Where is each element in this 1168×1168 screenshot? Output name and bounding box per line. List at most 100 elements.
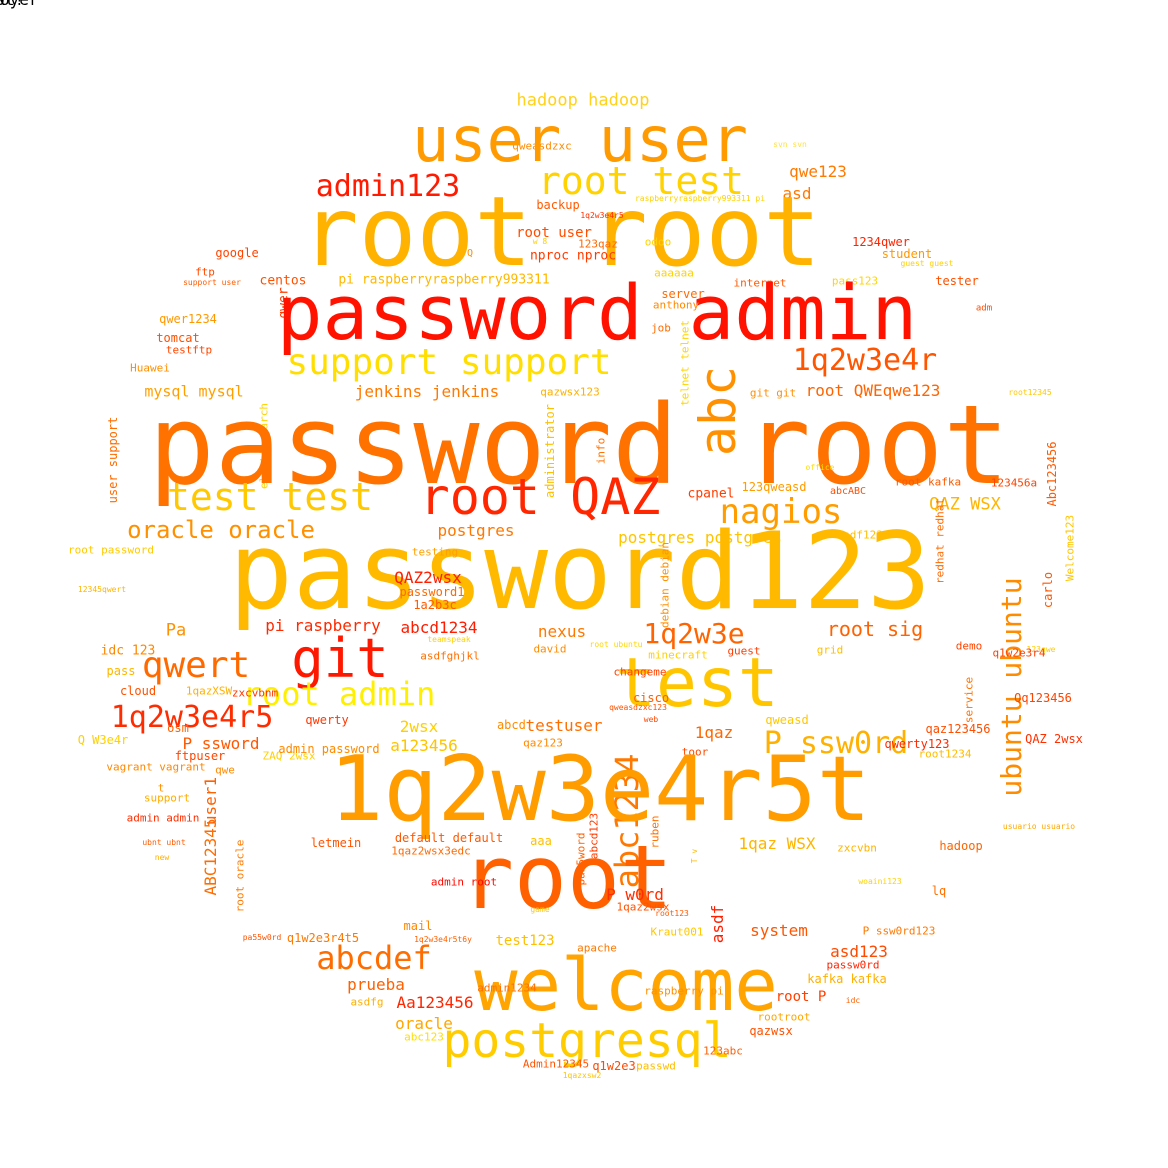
word: abc xyxy=(689,365,747,457)
word: carlo xyxy=(1041,571,1055,609)
word: q1w2e3r4 xyxy=(992,646,1046,660)
word: ZAQ 2wsx xyxy=(262,749,316,763)
word: asdf1234 xyxy=(836,528,890,542)
word: ABC12345 xyxy=(201,818,220,896)
word: ftpuser xyxy=(174,749,226,763)
word: admin1234 xyxy=(477,981,537,995)
word: zxcvbnm xyxy=(231,686,279,700)
word: ubnt ubnt xyxy=(142,838,186,847)
word: oracle oracle xyxy=(127,516,315,544)
word: Pa xyxy=(165,620,187,641)
word: passwd xyxy=(636,1059,676,1073)
word: a123456 xyxy=(390,736,458,755)
word: root ubuntu xyxy=(589,640,643,649)
word: qwe123 xyxy=(789,162,847,181)
word: 1qazXSW xyxy=(185,684,233,698)
word: web xyxy=(643,715,659,724)
word: 123abc xyxy=(703,1044,743,1058)
word: password root xyxy=(148,381,1010,509)
word: default default xyxy=(394,831,504,845)
word: admin admin xyxy=(126,811,200,825)
word: office xyxy=(805,463,835,472)
word: 1qaz2wsx xyxy=(616,900,670,914)
word: qwer1234 xyxy=(159,312,217,326)
word: student xyxy=(881,247,933,261)
word: test xyxy=(615,644,779,723)
word: pi raspberry xyxy=(265,616,381,635)
word: cpanel xyxy=(687,486,735,502)
word: changeme xyxy=(613,665,667,679)
word: P ssw0rd123 xyxy=(862,924,936,938)
word: abcABC xyxy=(829,486,867,497)
word: apache xyxy=(577,941,617,955)
word: postgres xyxy=(437,521,515,540)
word: q1w2e3r4t5 xyxy=(286,931,360,945)
word: system xyxy=(750,921,808,940)
word: tomcat xyxy=(156,331,200,345)
word: 1q2w3e4r xyxy=(792,343,938,378)
word: support user xyxy=(183,278,241,287)
word: service xyxy=(962,676,976,724)
word: postgresql xyxy=(442,1013,732,1069)
word: 1qaz2wsx3edc xyxy=(391,844,471,858)
word: redhat redhat xyxy=(933,497,947,585)
word: game xyxy=(530,905,550,914)
word: user support xyxy=(106,416,120,504)
word: root12345 xyxy=(1008,388,1052,397)
word: adm xyxy=(975,303,993,314)
word: idc 123 xyxy=(100,643,156,659)
word: Admin12345 xyxy=(522,1057,590,1071)
word: support support xyxy=(286,342,612,383)
word: 123qaz xyxy=(578,237,618,251)
word: root user xyxy=(516,225,592,241)
word: internet xyxy=(733,276,787,290)
word: qwert xyxy=(141,645,251,686)
word: Welcome123 xyxy=(1063,514,1077,582)
word: qazwsx xyxy=(749,1024,793,1038)
word: T v xyxy=(690,848,699,864)
word: asdfghjkl xyxy=(420,649,480,663)
word: user user xyxy=(412,103,748,176)
word: root P xyxy=(775,989,827,1005)
word: root1234 xyxy=(918,747,972,761)
word: root password xyxy=(67,543,155,557)
word: google xyxy=(215,246,259,260)
word: oracle xyxy=(395,1014,453,1033)
word: password123 xyxy=(229,510,931,633)
word: qazwsx123 xyxy=(540,385,600,399)
word: qaz123 xyxy=(523,736,563,750)
word: test test xyxy=(167,475,373,519)
word: 1q2w3e xyxy=(643,617,745,650)
word: 1234qwer xyxy=(852,235,910,249)
word: 123456a xyxy=(990,476,1038,490)
word: ubuntu ubuntu xyxy=(995,577,1028,797)
word: pa55w0rd xyxy=(242,933,282,942)
word: abcd1234 xyxy=(400,618,478,637)
word: root sig xyxy=(826,617,924,641)
word: nagios xyxy=(719,492,843,532)
word: P w0rd xyxy=(606,885,664,904)
word: P ssword xyxy=(182,734,260,753)
word: 1qazxsw2 xyxy=(562,1071,602,1080)
word: teamspeak xyxy=(427,635,471,644)
word: qaz123456 xyxy=(925,722,991,736)
word: welcome xyxy=(474,943,778,1027)
word: Abc123456 xyxy=(1045,441,1059,507)
word: 1q2w3e4r5 xyxy=(580,211,624,220)
word: letmein xyxy=(310,836,362,850)
word: root root xyxy=(300,176,822,288)
word: asdf xyxy=(708,904,727,944)
word: postgres postgres xyxy=(618,528,782,547)
word: passw0rd xyxy=(826,958,880,972)
word: nproc nproc xyxy=(529,248,617,264)
word: qweasdzxc xyxy=(512,139,572,153)
word: support xyxy=(143,791,191,805)
word: Huawei xyxy=(130,361,170,375)
word: odoo xyxy=(644,235,672,249)
word: qwerty123 xyxy=(884,737,950,751)
word: 1q2w3e4r5t6y xyxy=(414,935,472,944)
word: grid xyxy=(816,643,844,657)
word: qweasdzxc123 xyxy=(609,703,667,712)
word: toor xyxy=(681,745,709,759)
word: Aa123456 xyxy=(396,993,474,1012)
